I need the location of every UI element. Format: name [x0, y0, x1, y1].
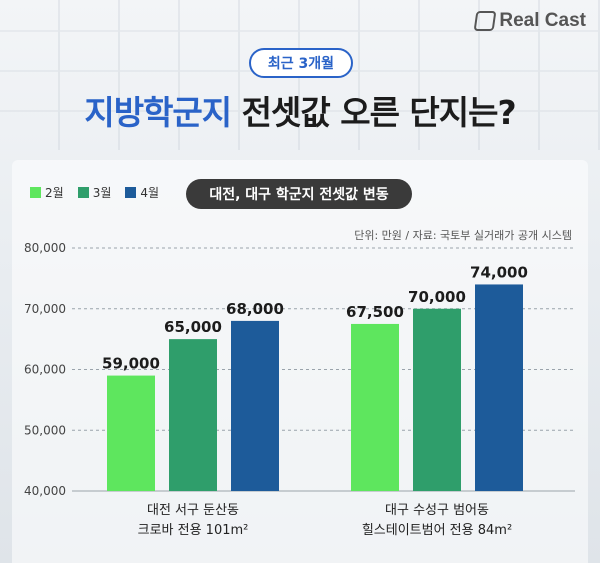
- legend-label-apr: 4월: [140, 186, 160, 200]
- brand-name: Real Cast: [499, 10, 586, 31]
- chart-source: 단위: 만원 / 자료: 국토부 실거래가 공개 시스템: [354, 229, 572, 242]
- bar: [107, 375, 155, 491]
- data-label: 65,000: [164, 318, 222, 336]
- period-badge: 최근 3개월: [249, 48, 353, 78]
- brand-logo: Real Cast: [473, 10, 586, 32]
- bar: [231, 320, 279, 491]
- legend-item-feb: 2월: [30, 184, 64, 201]
- y-tick-label: 50,000: [24, 423, 66, 437]
- title-highlight: 지방학군지: [84, 93, 232, 132]
- title-rest: 전셋값 오른 단지는?: [231, 93, 517, 132]
- x-category-label: 힐스테이트범어 전용 84m²: [362, 523, 512, 538]
- chart-legend: 2월 3월 4월: [30, 184, 159, 201]
- data-label: 68,000: [226, 300, 284, 318]
- legend-swatch-mar: [77, 187, 89, 198]
- x-category-label: 크로바 전용 101m²: [138, 523, 249, 538]
- bar: [413, 308, 461, 491]
- bar: [475, 284, 523, 491]
- page-title: 지방학군지 전셋값 오른 단지는?: [0, 86, 600, 134]
- legend-swatch-feb: [30, 187, 41, 198]
- y-tick-label: 70,000: [24, 302, 66, 316]
- legend-swatch-apr: [125, 187, 137, 198]
- chart-title: 대전, 대구 학군지 전셋값 변동: [186, 179, 412, 209]
- data-label: 70,000: [408, 288, 466, 306]
- legend-label-mar: 3월: [92, 186, 112, 200]
- data-label: 74,000: [470, 263, 528, 281]
- legend-label-feb: 2월: [45, 186, 64, 200]
- x-category-label: 대구 수성구 범어동: [385, 503, 489, 518]
- data-label: 59,000: [102, 355, 160, 373]
- legend-item-apr: 4월: [125, 184, 159, 201]
- x-category-label: 대전 서구 둔산동: [147, 503, 239, 518]
- legend-item-mar: 3월: [77, 184, 112, 201]
- bar: [351, 323, 399, 491]
- y-tick-label: 80,000: [24, 241, 66, 255]
- bar: [169, 339, 217, 491]
- y-tick-label: 40,000: [24, 484, 66, 498]
- y-tick-label: 60,000: [24, 363, 66, 377]
- data-label: 67,500: [346, 303, 404, 321]
